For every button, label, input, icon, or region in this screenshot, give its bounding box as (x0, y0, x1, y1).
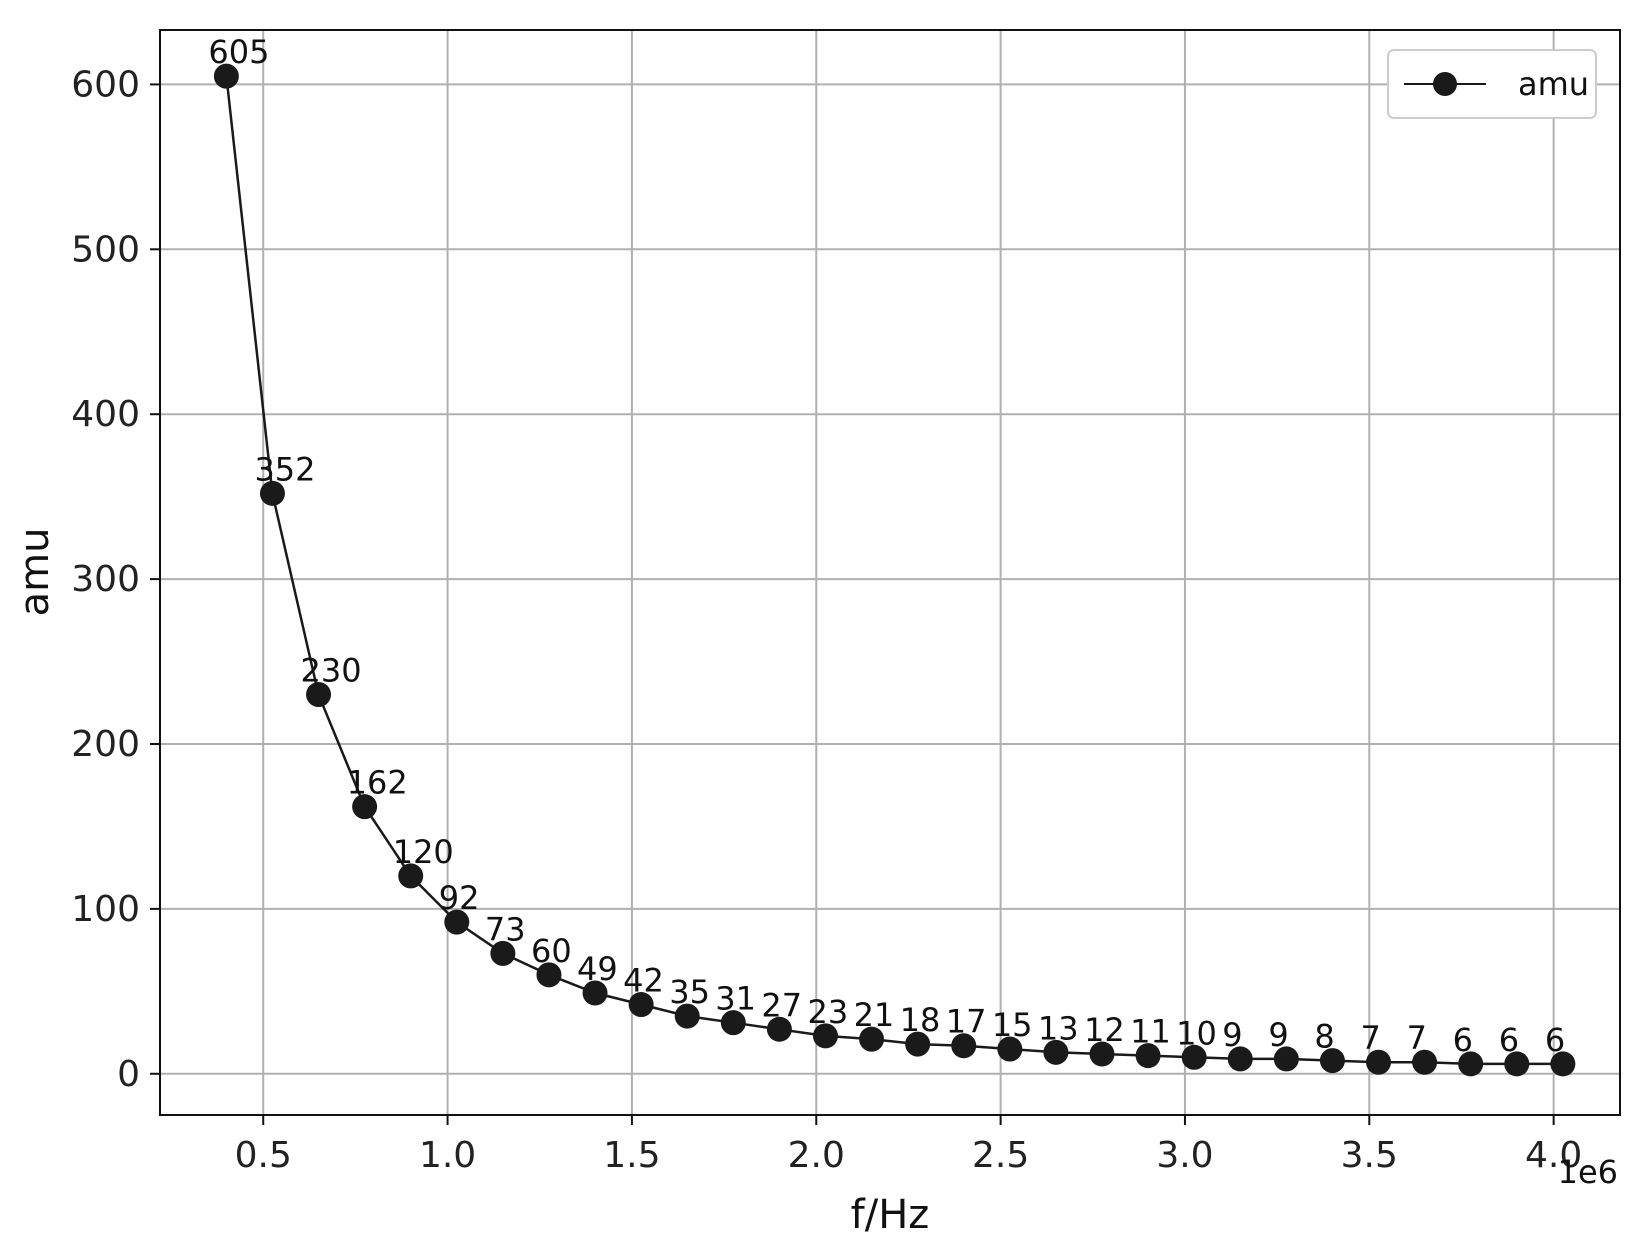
legend: amu (1387, 49, 1597, 119)
data-point (490, 940, 516, 966)
data-label: 162 (347, 764, 408, 802)
data-label: 10 (1176, 1014, 1217, 1052)
data-label: 21 (854, 996, 895, 1034)
data-point (628, 992, 654, 1018)
x-tick-label: 0.5 (235, 1135, 292, 1176)
x-tick-label: 2.0 (788, 1135, 845, 1176)
legend-box (1387, 49, 1597, 119)
y-tick-label: 0 (117, 1054, 140, 1095)
data-label: 11 (1130, 1013, 1171, 1051)
data-point (1412, 1049, 1438, 1075)
data-point (1227, 1046, 1253, 1072)
x-tick-label: 1.5 (603, 1135, 660, 1176)
data-point (1319, 1048, 1345, 1074)
y-tick-label: 500 (71, 229, 140, 270)
data-label: 17 (946, 1003, 987, 1041)
data-point (859, 1026, 885, 1052)
data-point (1089, 1041, 1115, 1067)
data-point (352, 794, 378, 820)
data-point (997, 1036, 1023, 1062)
data-label: 7 (1361, 1019, 1381, 1057)
data-point (398, 863, 424, 889)
x-offset-label: 1e6 (1558, 1153, 1618, 1191)
grid (160, 30, 1620, 1115)
data-point (1504, 1051, 1530, 1077)
data-label: 9 (1222, 1016, 1242, 1054)
data-label: 23 (807, 993, 848, 1031)
plot-border (159, 29, 1621, 1116)
data-label: 352 (254, 450, 315, 488)
legend-label: amu (1518, 65, 1589, 103)
x-tick-label: 1.0 (419, 1135, 476, 1176)
data-label: 27 (761, 986, 802, 1024)
x-tick-label: 4.0 (1525, 1135, 1582, 1176)
data-label: 6 (1453, 1021, 1473, 1059)
data-point (951, 1033, 977, 1059)
data-point (306, 682, 332, 708)
x-tick-label: 3.0 (1156, 1135, 1213, 1176)
plot-area (160, 30, 1620, 1115)
x-tick-label: 2.5 (972, 1135, 1029, 1176)
data-point (812, 1023, 838, 1049)
data-point (1458, 1051, 1484, 1077)
data-point (1181, 1044, 1207, 1070)
data-label: 49 (577, 950, 618, 988)
data-label: 73 (485, 910, 526, 948)
data-label: 13 (1038, 1009, 1079, 1047)
data-point (674, 1003, 700, 1029)
data-point (905, 1031, 931, 1057)
data-label: 120 (393, 833, 454, 871)
legend-marker (1433, 72, 1457, 96)
x-tick-label: 3.5 (1341, 1135, 1398, 1176)
data-point (213, 63, 239, 89)
y-tick-label: 100 (71, 889, 140, 930)
data-label: 6 (1545, 1021, 1565, 1059)
data-label: 6 (1499, 1021, 1519, 1059)
data-point (1366, 1049, 1392, 1075)
x-axis-label: f/Hz (851, 1192, 930, 1238)
data-point (1550, 1051, 1576, 1077)
data-label: 7 (1407, 1019, 1427, 1057)
ticks: 0.5 1.0 1.5 2.0 2.5 3.0 3.5 4.0 0 100 200 300 400 500… (71, 64, 1582, 1176)
data-point (444, 909, 470, 935)
data-point (766, 1016, 792, 1042)
y-tick-label: 600 (71, 64, 140, 105)
data-label: 31 (715, 980, 756, 1018)
y-tick-label: 400 (71, 394, 140, 435)
series-layer (213, 63, 1576, 1077)
data-label: 35 (669, 973, 710, 1011)
data-point (259, 480, 285, 506)
data-point (1043, 1039, 1069, 1065)
data-label: 42 (623, 962, 664, 1000)
y-tick-label: 300 (71, 559, 140, 600)
data-label: 12 (1084, 1011, 1125, 1049)
data-label: 8 (1314, 1018, 1334, 1056)
data-point (720, 1010, 746, 1036)
data-label: 15 (992, 1006, 1033, 1044)
data-label: 230 (301, 652, 362, 690)
data-point (1273, 1046, 1299, 1072)
y-tick-label: 200 (71, 724, 140, 765)
data-label: 18 (900, 1001, 941, 1039)
data-label: 605 (208, 33, 269, 71)
data-label: 92 (439, 879, 480, 917)
data-point (536, 962, 562, 988)
data-point (1135, 1043, 1161, 1069)
data-label: 60 (531, 932, 572, 970)
y-axis-label: amu (12, 528, 58, 617)
data-point (582, 980, 608, 1006)
data-label: 9 (1268, 1016, 1288, 1054)
